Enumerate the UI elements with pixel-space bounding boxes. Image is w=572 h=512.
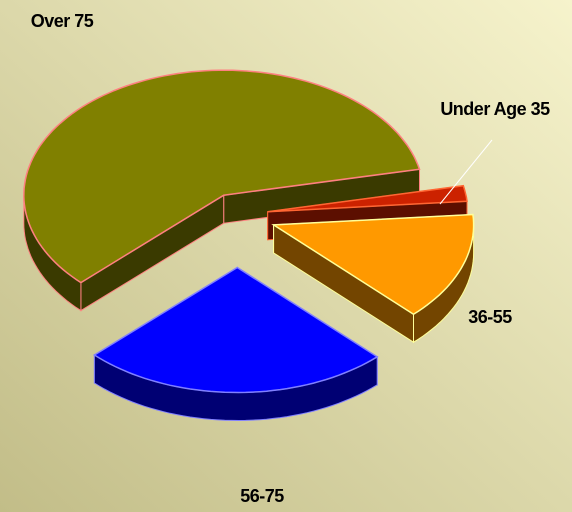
slice [92, 266, 379, 394]
slice [271, 213, 475, 316]
slice-label: 36-55 [468, 307, 512, 327]
slice [23, 69, 421, 284]
leader-line [439, 139, 493, 205]
slice [271, 213, 475, 344]
slice [92, 266, 379, 422]
slice [267, 184, 468, 213]
slice-label: 56-75 [240, 486, 284, 506]
slice-label: Under Age 35 [440, 99, 550, 119]
slice [23, 69, 421, 312]
slice-label: Over 75 [31, 11, 94, 31]
